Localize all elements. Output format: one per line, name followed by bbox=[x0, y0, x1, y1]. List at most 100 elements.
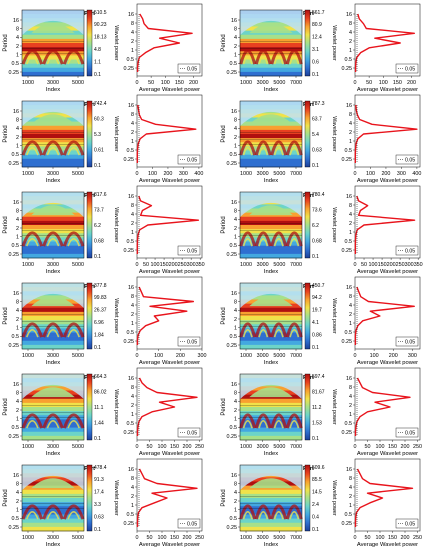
heatmap-band bbox=[22, 220, 84, 226]
heatmap-band bbox=[240, 435, 302, 441]
x-axis-label: Average Wavelet power bbox=[139, 269, 200, 275]
y-tick-label: 2 bbox=[349, 403, 352, 409]
y-tick-label: 16 bbox=[13, 200, 19, 206]
power-arc-inner bbox=[258, 329, 269, 338]
y-tick-label: 4 bbox=[234, 35, 237, 41]
y-tick-label: 2 bbox=[16, 408, 19, 414]
power-arc bbox=[270, 504, 288, 520]
x-tick-label: 100 bbox=[154, 353, 163, 359]
heatmap-panel-2-0: Model No. 26 - 1st Part1684210.50.25Peri… bbox=[3, 191, 119, 275]
legend-box bbox=[177, 518, 201, 529]
x-tick-label: 5000 bbox=[72, 535, 84, 541]
power-arc-inner bbox=[242, 511, 253, 520]
y-tick-label: 4 bbox=[349, 394, 352, 400]
y-tick-label: 0.5 bbox=[12, 61, 20, 67]
heatmap-band bbox=[22, 320, 84, 325]
colorbar-tick-label: 3.3 bbox=[94, 502, 101, 508]
y-tick-label: 8 bbox=[16, 26, 19, 32]
x-tick-label: 3000 bbox=[257, 353, 269, 359]
y-tick-label: 2 bbox=[234, 44, 237, 50]
heatmap-band bbox=[240, 154, 302, 160]
heatmap-band bbox=[240, 245, 302, 251]
power-arc bbox=[270, 49, 288, 65]
heatmap-band bbox=[240, 220, 302, 226]
y-tick-label: 8 bbox=[234, 26, 237, 32]
heatmap-band bbox=[240, 427, 302, 433]
wavelet-power-line bbox=[136, 195, 200, 254]
line-panel-5-1: Model No. 29 - 2nd Part1684210.50.250501… bbox=[342, 458, 422, 548]
wavelet-power-line bbox=[354, 377, 411, 436]
x-tick-label: 200 bbox=[387, 262, 396, 268]
y-tick-label: 0.25 bbox=[342, 430, 353, 436]
heatmap-band bbox=[240, 158, 302, 164]
heatmap-panel-1-1: Model No. 25 - 2nd Part1684210.50.25Peri… bbox=[221, 100, 337, 184]
wavelet-power-line bbox=[354, 104, 418, 163]
heatmap-band bbox=[22, 407, 84, 412]
y-tick-label: 1 bbox=[234, 325, 237, 331]
y-tick-label: 0.25 bbox=[227, 343, 238, 349]
y-tick-label: 0.5 bbox=[345, 148, 353, 154]
y-tick-label: 0.5 bbox=[230, 334, 238, 340]
heatmap-band bbox=[240, 311, 302, 317]
colorbar bbox=[86, 373, 93, 441]
y-tick-label: 0.5 bbox=[230, 516, 238, 522]
colorbar-tick-label: 91.3 bbox=[94, 477, 104, 483]
y-tick-label: 0.25 bbox=[227, 252, 238, 258]
heatmap-band bbox=[22, 241, 84, 246]
heatmap-panel-4-0: Model No. 28 - 1st Part1684210.50.25Peri… bbox=[3, 373, 119, 457]
power-arc-inner bbox=[273, 420, 284, 429]
heatmap-band bbox=[240, 419, 302, 424]
colorbar bbox=[304, 9, 311, 77]
colorbar-tick-label: 5.4 bbox=[312, 132, 319, 138]
y-tick-label: 2 bbox=[131, 403, 134, 409]
colorbar-tick-label: 377.8 bbox=[94, 283, 107, 289]
x-tick-label: 0 bbox=[354, 262, 357, 268]
colorbar-tick-label: 4.8 bbox=[94, 47, 101, 53]
wavelet-power-line bbox=[136, 13, 193, 72]
colorbar-tick-label: 5.3 bbox=[94, 132, 101, 138]
x-tick-label: 200 bbox=[381, 171, 390, 177]
heatmap-band bbox=[22, 59, 84, 64]
line-panel-1-0: Model No. 25 - 1st Part1684210.50.250100… bbox=[124, 94, 203, 184]
heatmap-band bbox=[240, 489, 302, 495]
colorbar bbox=[304, 464, 311, 532]
x-tick-label: 250 bbox=[195, 444, 204, 450]
y-tick-label: 16 bbox=[128, 194, 134, 200]
power-arc-inner bbox=[26, 56, 39, 65]
y-tick-label: 8 bbox=[131, 385, 134, 391]
x-tick-label: 3000 bbox=[47, 262, 59, 268]
x-axis-label: Average Wavelet power bbox=[357, 269, 418, 275]
x-tick-label: 200 bbox=[169, 262, 178, 268]
power-arc bbox=[42, 322, 64, 338]
heatmap-band bbox=[240, 63, 302, 69]
y-tick-label: 0.5 bbox=[345, 239, 353, 245]
power-arc bbox=[270, 140, 288, 156]
power-arc-inner bbox=[273, 56, 284, 65]
y-tick-label: 16 bbox=[13, 18, 19, 24]
x-tick-label: 0 bbox=[136, 262, 139, 268]
heatmap-band bbox=[22, 158, 84, 164]
colorbar-tick-label: 17.4 bbox=[94, 490, 104, 496]
y-tick-label: 0.25 bbox=[342, 521, 353, 527]
y-tick-label: 16 bbox=[231, 18, 237, 24]
y-tick-label: 0.5 bbox=[12, 334, 20, 340]
y-axis-label: Period bbox=[3, 489, 9, 506]
power-arc bbox=[239, 413, 257, 429]
y-tick-label: 1 bbox=[349, 230, 352, 236]
colorbar-tick-label: 664.3 bbox=[94, 374, 107, 380]
y-tick-label: 4 bbox=[349, 485, 352, 491]
heatmap-band bbox=[22, 402, 84, 408]
power-arc-inner bbox=[26, 329, 39, 338]
y-tick-label: 0.25 bbox=[124, 66, 135, 72]
power-arc bbox=[42, 49, 64, 65]
y-tick-label: 1 bbox=[16, 416, 19, 422]
y-tick-label: 8 bbox=[234, 299, 237, 305]
heatmap-band bbox=[240, 336, 302, 342]
coi-dome bbox=[31, 387, 75, 398]
heatmap-band bbox=[240, 498, 302, 503]
power-arc-inner bbox=[258, 56, 269, 65]
power-arc bbox=[239, 322, 257, 338]
colorbar-tick-label: 510.5 bbox=[94, 10, 107, 16]
heatmap-band bbox=[240, 134, 302, 139]
